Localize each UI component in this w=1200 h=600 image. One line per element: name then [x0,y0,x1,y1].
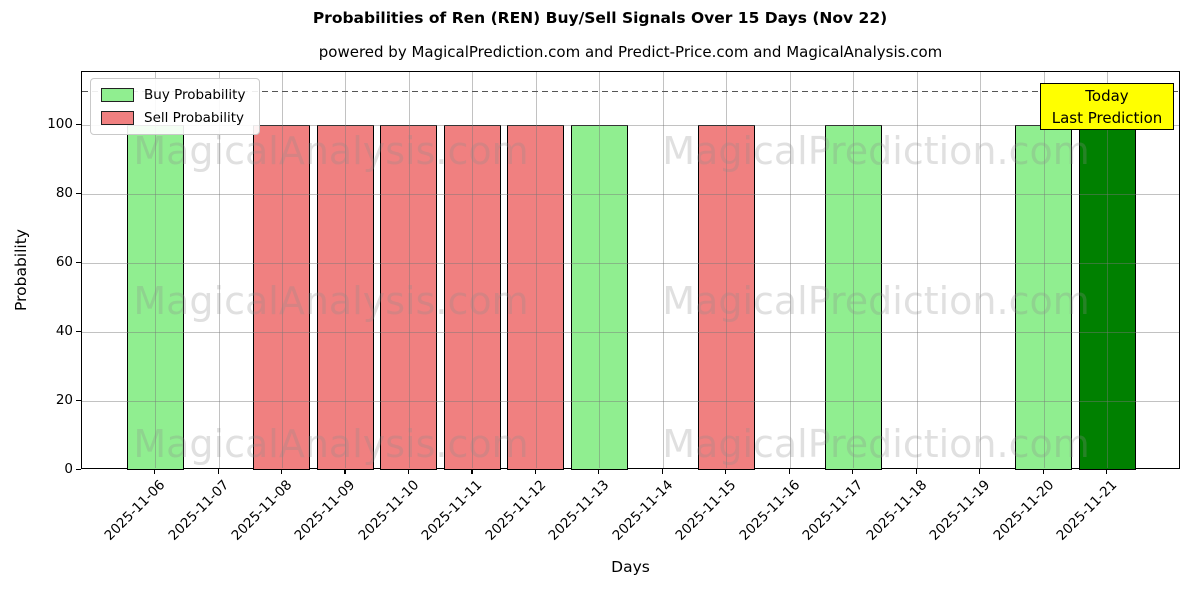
v-gridline [599,72,601,468]
chart-title: Probabilities of Ren (REN) Buy/Sell Sign… [312,9,888,27]
y-tick [76,193,81,195]
x-tick [852,469,854,474]
x-axis-label: Days [611,558,650,576]
x-tick [1042,469,1044,474]
x-tick [598,469,600,474]
h-gridline [82,332,1179,333]
y-tick-label: 80 [55,185,73,202]
y-tick [76,331,81,333]
v-gridline [1043,72,1045,468]
v-gridline [472,72,474,468]
x-tick [217,469,219,474]
legend-label-sell: Sell Probability [144,110,245,126]
x-tick [534,469,536,474]
buy-swatch [101,88,134,102]
legend-entry-buy: Buy Probability [101,87,245,103]
x-tick-label: 2025-11-13 [545,477,613,544]
x-tick [154,469,156,474]
bar-2025-11-08 [253,125,311,470]
guide-dashed-line [82,90,1179,92]
x-tick-label: 2025-11-06 [101,477,169,544]
x-tick [661,469,663,474]
v-gridline [1107,72,1108,468]
y-tick-label: 20 [55,392,73,408]
x-tick [407,469,410,474]
y-tick-label: 0 [64,461,73,477]
today-annotation: Today Last Prediction [1040,83,1174,130]
y-tick [76,124,81,126]
x-tick [915,469,917,474]
x-tick [979,469,981,474]
x-tick-label: 2025-11-20 [990,477,1057,544]
bar-2025-11-15 [697,125,755,470]
h-gridline [82,194,1179,196]
y-tick [76,262,81,264]
x-tick [344,469,346,474]
chart-subtitle: powered by MagicalPrediction.com and Pre… [318,43,943,61]
x-tick-label: 2025-11-16 [736,477,804,544]
today-annotation-line1: Today [1085,87,1129,105]
bar-2025-11-12 [507,125,565,470]
v-gridline [218,72,220,468]
x-tick-label: 2025-11-15 [672,477,740,544]
v-gridline [281,72,283,468]
h-gridline [82,125,1179,127]
x-tick-label: 2025-11-10 [355,477,423,544]
y-tick [76,469,81,471]
v-gridline [155,72,156,468]
bar-2025-11-20 [1015,125,1073,470]
legend-entry-sell: Sell Probability [101,110,245,126]
v-gridline [789,72,791,468]
x-tick [471,469,473,474]
v-gridline [345,72,347,468]
y-tick-label: 60 [55,254,73,271]
bar-2025-11-10 [380,125,438,470]
v-gridline [662,72,664,468]
x-tick [280,469,283,474]
x-tick [1106,469,1108,474]
v-gridline [408,72,410,468]
bar-2025-11-17 [824,125,882,470]
v-gridline [726,72,728,468]
legend: Buy Probability Sell Probability [90,78,261,135]
v-gridline [916,72,918,468]
bar-2025-11-11 [443,125,501,470]
bar-2025-11-09 [316,125,374,470]
bar-2025-11-21 [1078,125,1136,470]
x-tick-label: 2025-11-08 [228,477,296,544]
v-gridline [853,72,855,468]
x-tick-label: 2025-11-19 [926,477,994,544]
today-annotation-line2: Last Prediction [1051,109,1163,127]
plot-area: MagicalAnalysis.com MagicalPrediction.com… [81,71,1180,470]
sell-swatch [101,111,134,125]
y-tick-label: 40 [55,323,73,339]
x-tick-label: 2025-11-07 [165,477,232,544]
x-tick-label: 2025-11-12 [482,477,550,544]
x-tick [788,469,790,474]
y-tick [76,400,81,402]
v-gridline [980,72,982,468]
x-tick-label: 2025-11-11 [418,477,486,544]
h-gridline [82,401,1179,402]
legend-label-buy: Buy Probability [144,87,246,103]
x-tick-label: 2025-11-21 [1053,477,1121,544]
bar-2025-11-13 [570,125,628,470]
x-tick-label: 2025-11-09 [291,477,359,544]
x-tick-label: 2025-11-18 [863,477,930,544]
x-tick-label: 2025-11-17 [799,477,867,544]
x-tick [725,469,727,474]
v-gridline [535,72,537,468]
x-tick-label: 2025-11-14 [609,477,677,544]
h-gridline [82,263,1179,265]
y-tick-label: 100 [47,116,73,133]
